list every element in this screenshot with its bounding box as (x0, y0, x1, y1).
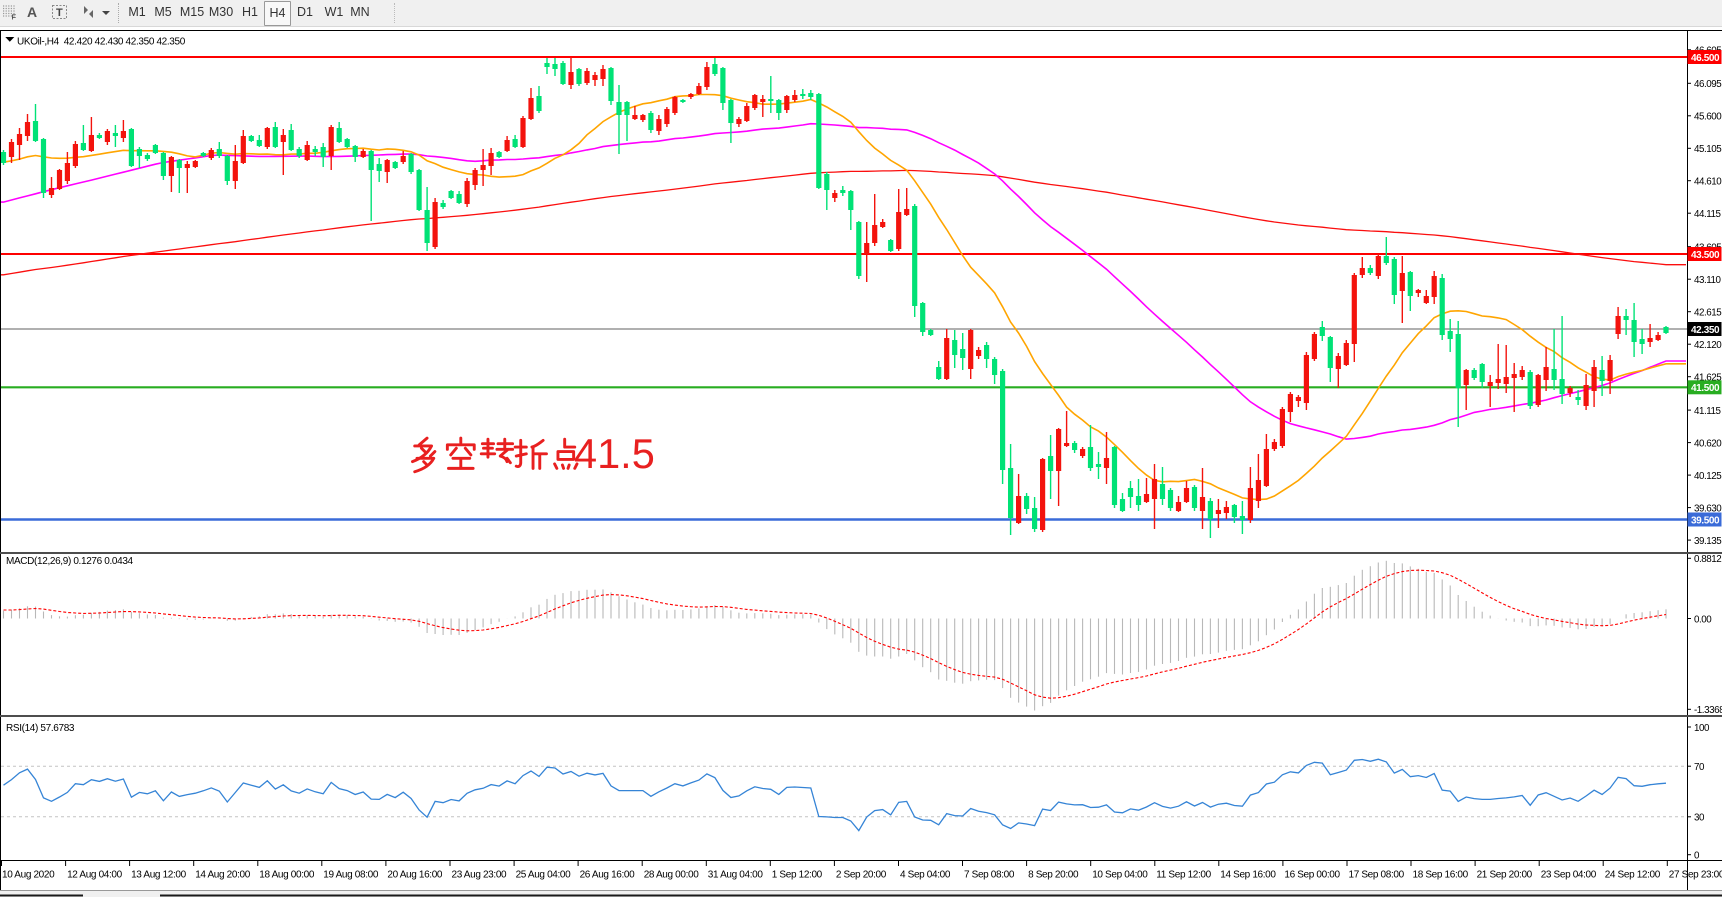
svg-text:46.500: 46.500 (1691, 53, 1720, 64)
svg-text:0: 0 (1694, 851, 1700, 862)
svg-text:39.500: 39.500 (1691, 515, 1720, 526)
svg-text:41.5: 41.5 (574, 430, 655, 477)
svg-text:7 Sep 08:00: 7 Sep 08:00 (964, 870, 1015, 881)
svg-text:41.625: 41.625 (1694, 373, 1722, 384)
svg-text:1 Sep 12:00: 1 Sep 12:00 (772, 870, 823, 881)
svg-text:4 Sep 04:00: 4 Sep 04:00 (900, 870, 951, 881)
svg-text:17 Sep 08:00: 17 Sep 08:00 (1349, 870, 1405, 881)
svg-text:41.115: 41.115 (1694, 406, 1722, 417)
svg-text:23 Aug 23:00: 23 Aug 23:00 (452, 870, 508, 881)
svg-text:41.500: 41.500 (1691, 383, 1720, 394)
svg-text:21 Sep 20:00: 21 Sep 20:00 (1477, 870, 1533, 881)
svg-text:25 Aug 04:00: 25 Aug 04:00 (516, 870, 572, 881)
svg-text:39.135: 39.135 (1694, 536, 1722, 547)
svg-text:12 Aug 04:00: 12 Aug 04:00 (67, 870, 123, 881)
svg-text:23 Sep 04:00: 23 Sep 04:00 (1541, 870, 1597, 881)
svg-text:43.110: 43.110 (1694, 275, 1722, 286)
svg-text:39.630: 39.630 (1694, 503, 1722, 514)
svg-text:42.350: 42.350 (1691, 325, 1720, 336)
svg-text:10 Sep 04:00: 10 Sep 04:00 (1092, 870, 1148, 881)
svg-text:45.600: 45.600 (1694, 112, 1722, 123)
svg-text:46.095: 46.095 (1694, 79, 1722, 90)
svg-text:2 Sep 20:00: 2 Sep 20:00 (836, 870, 887, 881)
svg-text:42.120: 42.120 (1694, 340, 1722, 351)
svg-text:14 Sep 16:00: 14 Sep 16:00 (1220, 870, 1276, 881)
svg-text:13 Aug 12:00: 13 Aug 12:00 (131, 870, 187, 881)
svg-text:26 Aug 16:00: 26 Aug 16:00 (580, 870, 636, 881)
svg-text:8 Sep 20:00: 8 Sep 20:00 (1028, 870, 1079, 881)
svg-text:31 Aug 04:00: 31 Aug 04:00 (708, 870, 764, 881)
svg-text:RSI(14) 57.6783: RSI(14) 57.6783 (6, 723, 75, 734)
svg-text:44.610: 44.610 (1694, 177, 1722, 188)
svg-text:100: 100 (1694, 723, 1710, 734)
svg-text:18 Sep 16:00: 18 Sep 16:00 (1413, 870, 1469, 881)
svg-text:19 Aug 08:00: 19 Aug 08:00 (323, 870, 379, 881)
svg-text:T: T (56, 7, 63, 19)
svg-text:20 Aug 16:00: 20 Aug 16:00 (387, 870, 443, 881)
svg-text:-1.3368: -1.3368 (1694, 705, 1722, 716)
svg-text:UKOil-,H4 42.420 42.430 42.35: UKOil-,H4 42.420 42.430 42.350 42.350 (17, 37, 186, 48)
svg-text:44.115: 44.115 (1694, 209, 1722, 220)
svg-text:0.00: 0.00 (1694, 614, 1712, 625)
svg-text:27 Sep 23:00: 27 Sep 23:00 (1669, 870, 1722, 881)
svg-text:11 Sep 12:00: 11 Sep 12:00 (1156, 870, 1211, 881)
svg-text:30: 30 (1694, 813, 1705, 824)
svg-text:42.615: 42.615 (1694, 308, 1722, 319)
svg-text:F: F (12, 13, 17, 21)
svg-text:18 Aug 00:00: 18 Aug 00:00 (259, 870, 315, 881)
svg-text:14 Aug 20:00: 14 Aug 20:00 (195, 870, 251, 881)
svg-text:24 Sep 12:00: 24 Sep 12:00 (1605, 870, 1661, 881)
svg-text:43.500: 43.500 (1691, 250, 1720, 261)
svg-text:28 Aug 00:00: 28 Aug 00:00 (644, 870, 700, 881)
svg-text:40.125: 40.125 (1694, 471, 1722, 482)
svg-text:MACD(12,26,9) 0.1276 0.0434: MACD(12,26,9) 0.1276 0.0434 (6, 556, 134, 567)
svg-text:40.620: 40.620 (1694, 438, 1722, 449)
svg-text:70: 70 (1694, 762, 1705, 773)
svg-text:16 Sep 00:00: 16 Sep 00:00 (1284, 870, 1340, 881)
svg-text:0.8812: 0.8812 (1694, 554, 1721, 565)
svg-text:45.105: 45.105 (1694, 144, 1722, 155)
svg-text:10 Aug 2020: 10 Aug 2020 (2, 870, 55, 881)
